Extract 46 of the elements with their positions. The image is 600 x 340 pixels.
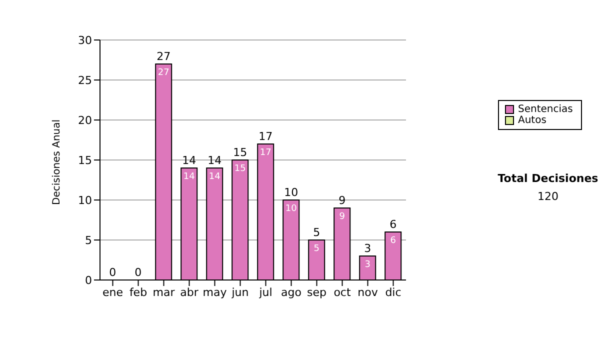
y-tick-label: 5 bbox=[85, 234, 92, 247]
legend-label: Autos bbox=[518, 115, 546, 126]
y-tick-label: 30 bbox=[78, 34, 92, 47]
data-label: 27 bbox=[158, 68, 170, 78]
text: Total Decisiones bbox=[496, 172, 600, 185]
total-label: 5 bbox=[313, 226, 320, 239]
x-tick-label: ene bbox=[102, 286, 124, 299]
y-tick-label: 25 bbox=[78, 74, 92, 87]
data-label: 3 bbox=[364, 260, 370, 270]
total-label: 0 bbox=[109, 266, 116, 279]
total-label: 3 bbox=[364, 242, 372, 255]
data-label: 14 bbox=[208, 172, 221, 182]
x-tick-label: feb bbox=[129, 286, 148, 299]
y-tick-label: 15 bbox=[78, 154, 92, 167]
legend-label: Sentencias bbox=[518, 104, 573, 115]
y-tick-label: 10 bbox=[78, 194, 92, 207]
x-tick-label: sep bbox=[307, 286, 327, 299]
y-tick-label: 20 bbox=[78, 114, 92, 127]
total-label: 14 bbox=[182, 154, 196, 167]
x-tick-label: ago bbox=[281, 286, 302, 299]
y-tick-label: 0 bbox=[85, 274, 92, 287]
x-tick-label: dic bbox=[385, 286, 402, 299]
total-label: 6 bbox=[390, 218, 397, 231]
total-label: 9 bbox=[338, 194, 346, 207]
data-label: 14 bbox=[183, 172, 196, 182]
x-tick-label: mar bbox=[152, 286, 176, 299]
data-label: 10 bbox=[285, 204, 298, 214]
x-tick-label: abr bbox=[180, 286, 199, 299]
text: 120 bbox=[536, 190, 560, 203]
y-axis-title: Decisiones Anual bbox=[52, 119, 63, 205]
data-label: 9 bbox=[339, 212, 346, 222]
total-label: 27 bbox=[156, 50, 171, 63]
total-label: 15 bbox=[233, 146, 248, 159]
x-tick-label: jun bbox=[230, 286, 249, 299]
total-label: 10 bbox=[284, 186, 298, 199]
data-label: 15 bbox=[234, 164, 246, 174]
data-label: 17 bbox=[260, 148, 272, 158]
x-tick-label: may bbox=[202, 286, 228, 299]
x-tick-label: oct bbox=[334, 286, 352, 299]
x-tick-label: jul bbox=[258, 286, 272, 299]
total-label: 14 bbox=[208, 154, 222, 167]
data-label: 5 bbox=[314, 244, 320, 254]
x-tick-label: nov bbox=[358, 286, 378, 299]
data-label: 6 bbox=[390, 236, 396, 246]
total-label: 17 bbox=[258, 130, 273, 143]
total-label: 0 bbox=[134, 266, 142, 279]
